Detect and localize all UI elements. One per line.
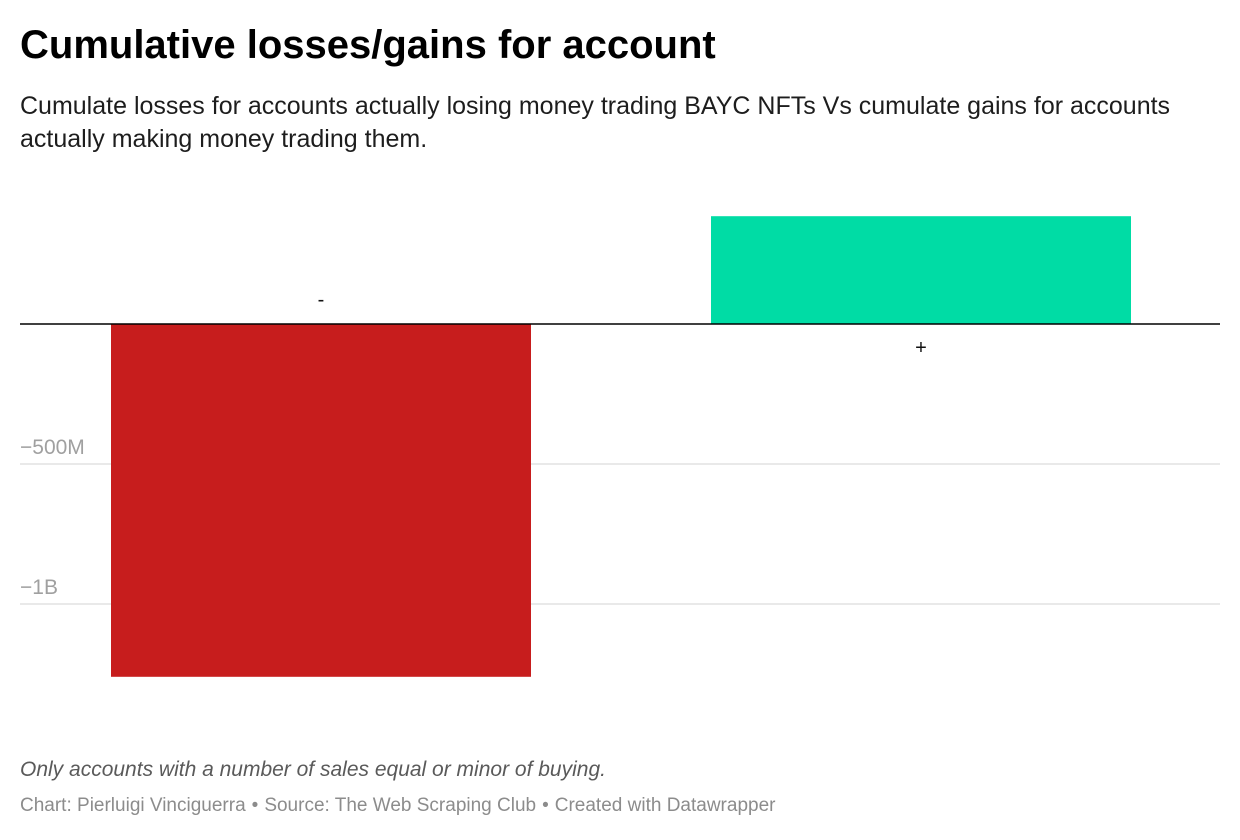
- credits-line: Chart: Pierluigi Vinciguerra • Source: The…: [20, 793, 775, 819]
- category-labels: -+: [318, 289, 927, 359]
- chart-title: Cumulative losses/gains for account: [20, 23, 716, 67]
- credit-separator: •: [542, 795, 549, 816]
- credit-separator: •: [251, 795, 259, 816]
- y-tick-label: −1B: [20, 576, 58, 599]
- credit-tool: Created with Datawrapper: [554, 795, 776, 816]
- category-label: -: [318, 289, 325, 311]
- credit-source: Source: The Web Scraping Club: [264, 795, 537, 816]
- footnote: Only accounts with a number of sales equ…: [20, 758, 606, 781]
- chart-subtitle: Cumulate losses for accounts actually lo…: [20, 92, 1171, 153]
- bars: [111, 216, 1131, 677]
- bar-negative: [111, 324, 531, 677]
- credit-chart-author: Chart: Pierluigi Vinciguerra: [20, 795, 246, 816]
- category-label: +: [915, 337, 927, 359]
- y-tick-label: −500M: [20, 436, 85, 459]
- bar-positive: [711, 216, 1131, 324]
